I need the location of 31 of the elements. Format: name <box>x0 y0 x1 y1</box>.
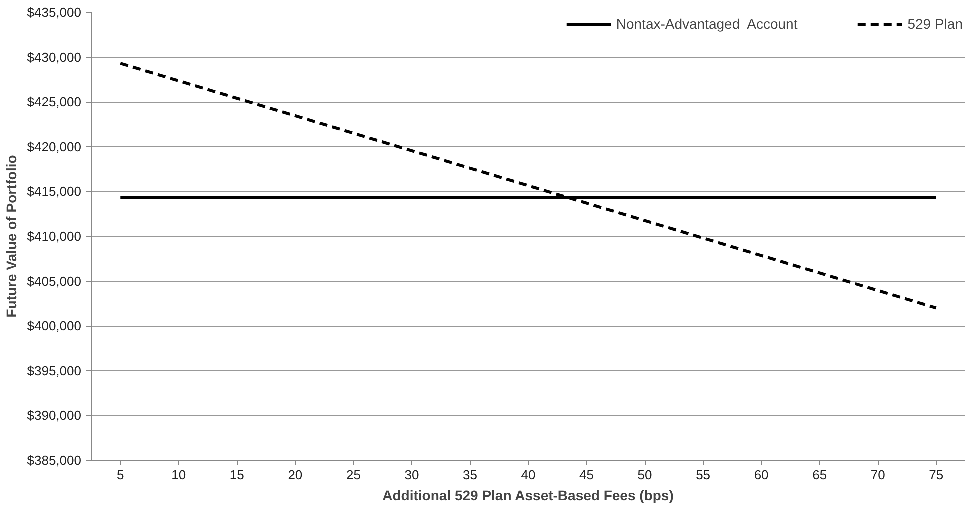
x-tick-label: 20 <box>288 468 303 482</box>
legend-label: 529 Plan <box>908 16 963 32</box>
x-tick-label: 55 <box>696 468 711 482</box>
x-tick-label: 45 <box>580 468 594 482</box>
x-tick-label: 15 <box>230 468 244 482</box>
legend-label: Nontax-Advantaged Account <box>616 16 798 32</box>
y-tick-label: $395,000 <box>27 363 82 378</box>
y-tick-label: $430,000 <box>27 50 82 65</box>
y-tick-label: $425,000 <box>27 94 82 110</box>
x-tick-label: 70 <box>870 468 886 482</box>
x-tick-label: 65 <box>812 468 828 482</box>
y-tick-label: $435,000 <box>27 5 82 20</box>
x-tick-label: 5 <box>117 468 124 482</box>
y-tick-label: $400,000 <box>27 318 82 334</box>
x-tick-label: 30 <box>404 468 420 482</box>
x-tick-label: 35 <box>463 468 478 482</box>
x-tick-label: 50 <box>638 468 652 482</box>
x-tick-label: 75 <box>929 468 944 482</box>
y-axis-title: Future Value of Portfolio <box>3 155 20 318</box>
y-tick-label: $405,000 <box>27 274 82 289</box>
y-tick-label: $410,000 <box>27 229 82 244</box>
x-tick-label: 10 <box>172 468 186 482</box>
x-tick-label: 60 <box>754 468 769 482</box>
y-tick-label: $420,000 <box>27 139 82 154</box>
x-tick-label: 40 <box>521 468 536 482</box>
x-axis-title: Additional 529 Plan Asset-Based Fees (bps) <box>382 488 674 504</box>
line-series <box>119 62 938 310</box>
y-tick-label: $415,000 <box>27 184 82 200</box>
y-tick-label: $385,000 <box>27 453 82 468</box>
y-tick-label: $390,000 <box>27 408 82 424</box>
x-tick-label: 25 <box>346 468 361 482</box>
